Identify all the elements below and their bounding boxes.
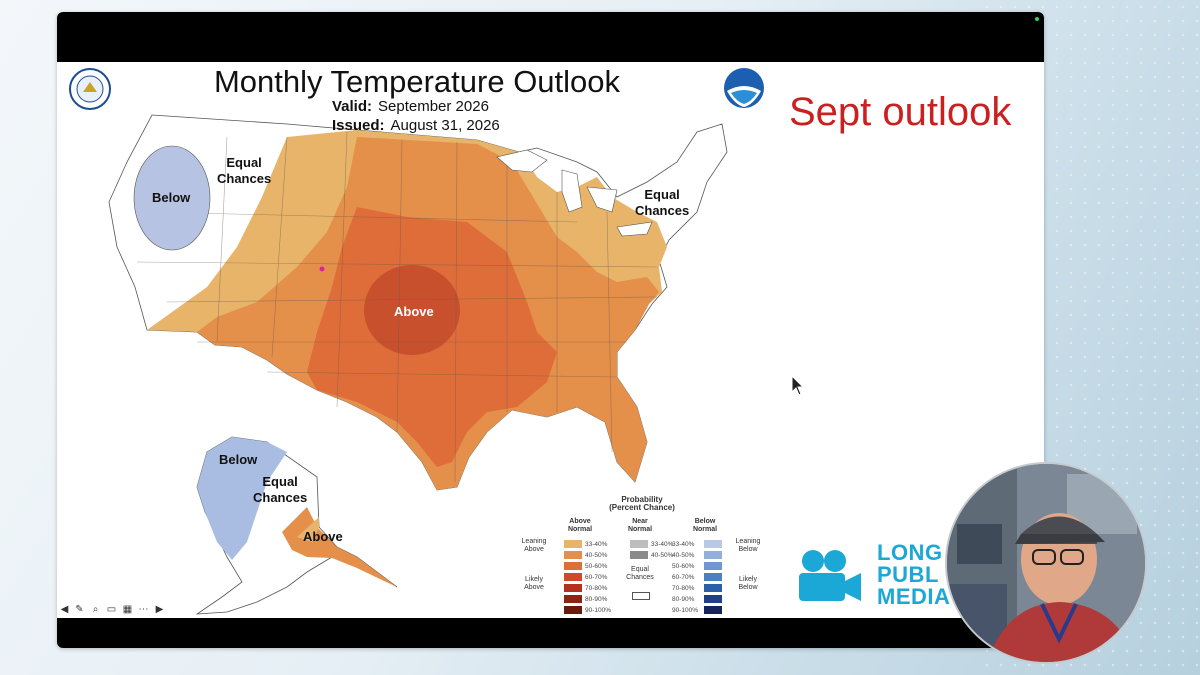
recording-indicator [1035, 17, 1039, 21]
legend-above-range: 33-40% [585, 541, 608, 548]
legend-leaning-above: Leaning Above [521, 538, 547, 553]
legend-near-header: Near Normal [627, 518, 653, 533]
map-label-alaska-above: Above [303, 529, 343, 544]
map-label-alaska-below: Below [219, 452, 258, 467]
presentation-slide: Monthly Temperature Outlook Valid: Septem… [57, 12, 1044, 648]
map-label-alaska-equal-chances: Equal Chances [253, 474, 308, 505]
lpm-wordmark: LONG PUBL MEDIA [877, 542, 950, 608]
pencil-icon[interactable]: ✎ [75, 604, 84, 615]
legend-below-range: 90-100% [672, 607, 699, 614]
legend-near-range: 40-50% [651, 552, 674, 559]
commerce-seal-icon [69, 68, 111, 110]
legend-above-range: 40-50% [585, 552, 608, 559]
legend-below-range: 80-90% [672, 596, 695, 603]
issued-line: Issued: August 31, 2026 [332, 117, 500, 134]
issued-value: August 31, 2026 [390, 117, 500, 134]
issued-label: Issued: [332, 117, 385, 134]
legend-below-swatch [704, 573, 722, 581]
legend-above-range: 90-100% [585, 607, 612, 614]
probability-legend: Probability (Percent Chance) Above Norma… [512, 494, 762, 624]
legend-above-swatch [564, 540, 582, 548]
state-boundaries [136, 131, 658, 483]
alaska-leaning-area [297, 517, 319, 542]
lpm-line-3: MEDIA [877, 584, 951, 609]
presenter-video [947, 464, 1145, 662]
valid-label: Valid: [332, 98, 373, 115]
forward-icon[interactable]: ▶ [155, 604, 164, 615]
legend-below-range: 40-50% [672, 552, 695, 559]
legend-above-swatch [564, 606, 582, 614]
slide-bottom-bar [57, 618, 1044, 648]
valid-line: Valid: September 2026 [332, 98, 489, 115]
legend-below-range: 33-40% [672, 541, 695, 548]
slides-icon[interactable]: ▦ [122, 604, 133, 615]
legend-below-swatch [704, 606, 722, 614]
map-label-equal-chances-ne: Equal Chances [635, 187, 690, 218]
captions-icon[interactable]: ▭ [106, 604, 117, 615]
webcam-presenter [945, 462, 1147, 664]
legend-below-header: Below Normal [692, 518, 718, 533]
below-nw-area [133, 145, 211, 251]
legend-above-swatch [564, 573, 582, 581]
legend-near-range: 33-40% [651, 541, 674, 548]
legend-above-range: 60-70% [585, 574, 608, 581]
valid-value: September 2026 [378, 98, 489, 115]
legend-below-swatch [704, 540, 722, 548]
legend-likely-above: Likely Above [524, 576, 544, 591]
noaa-logo-icon [724, 68, 764, 108]
map-label-equal-chances-west: Equal Chances [217, 155, 272, 186]
legend-leaning-below: Leaning Below [735, 538, 761, 553]
legend-above-swatch [564, 595, 582, 603]
map-label-below-nw: Below [152, 190, 191, 205]
legend-above-swatch [564, 584, 582, 592]
alaska-below-area [197, 437, 287, 560]
legend-above-range: 70-80% [585, 585, 608, 592]
legend-near-swatch [630, 551, 648, 559]
great-lakes [496, 149, 653, 237]
legend-equal-chances: Equal Chances [626, 566, 654, 581]
back-icon[interactable]: ◀ [60, 604, 69, 615]
legend-above-range: 50-60% [585, 563, 608, 570]
map-label-above-central: Above [394, 304, 434, 319]
legend-below-swatch [704, 584, 722, 592]
more-icon[interactable]: ⋯ [138, 604, 149, 615]
above-60-70-area [364, 265, 460, 355]
legend-below-swatch [704, 595, 722, 603]
search-icon[interactable]: ⌕ [92, 604, 99, 615]
lpm-line-1: LONG [877, 540, 943, 565]
legend-below-range: 70-80% [672, 585, 695, 592]
marker-dot [319, 266, 325, 272]
mouse-cursor-icon [791, 375, 805, 396]
slide-title: Monthly Temperature Outlook [213, 64, 621, 99]
legend-likely-below: Likely Below [738, 576, 758, 591]
legend-below-range: 50-60% [672, 563, 695, 570]
sept-outlook-annotation: Sept outlook [789, 90, 1012, 134]
legend-above-swatch [564, 562, 582, 570]
legend-below-swatch [704, 551, 722, 559]
legend-above-swatch [564, 551, 582, 559]
legend-near-swatch [630, 540, 648, 548]
legend-title: Probability (Percent Chance) [609, 495, 675, 512]
legend-equal-chances-swatch [632, 592, 650, 600]
legend-below-range: 60-70% [672, 574, 695, 581]
lpm-camera-logo-icon [799, 550, 861, 601]
legend-below-swatch [704, 562, 722, 570]
legend-above-range: 80-90% [585, 596, 608, 603]
slide-top-bar [57, 12, 1044, 62]
us-temperature-map [108, 114, 728, 615]
legend-above-header: Above Normal [567, 518, 593, 533]
lpm-line-2: PUBL [877, 562, 939, 587]
